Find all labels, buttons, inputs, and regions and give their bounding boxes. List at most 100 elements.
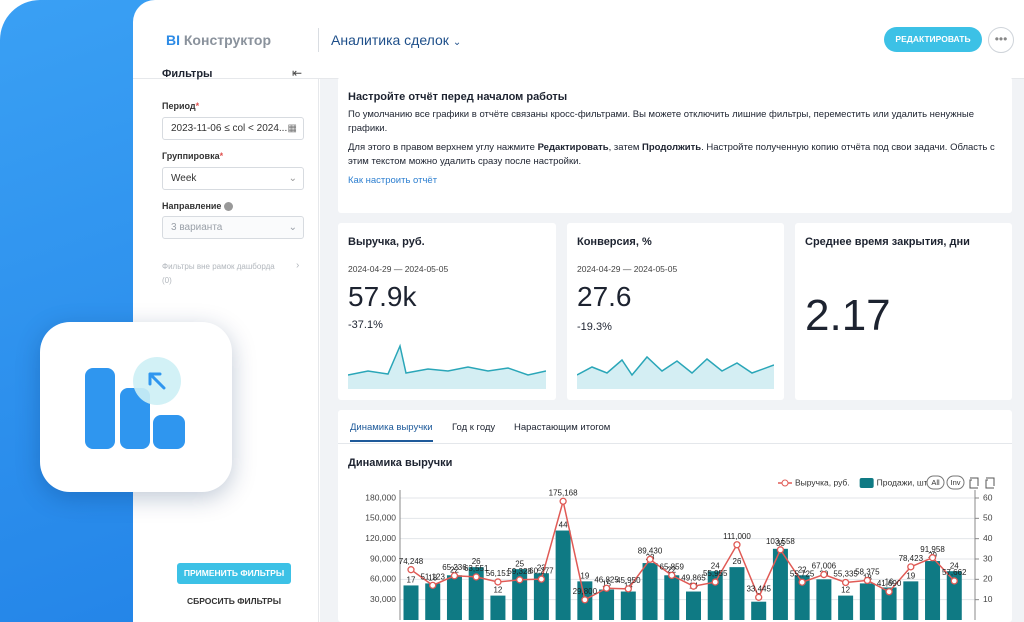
field-label-text: Период — [162, 101, 196, 111]
bar — [425, 583, 441, 620]
sidebar-title: Фильтры — [162, 68, 213, 80]
bar — [446, 575, 462, 620]
bar — [490, 595, 506, 620]
grouping-select[interactable]: Week ⌄ — [162, 167, 304, 190]
collapse-icon[interactable]: ⇤ — [292, 66, 303, 80]
kpi-card: Среднее время закрытия, дни 2.17 — [795, 223, 1012, 400]
bar — [533, 573, 549, 620]
y-tick-label: 60,000 — [370, 574, 396, 584]
y-tick-label: 180,000 — [365, 492, 396, 502]
bar — [881, 587, 897, 620]
apply-button[interactable]: ПРИМЕНИТЬ ФИЛЬТРЫ — [177, 563, 291, 584]
logo: BI Конструктор — [166, 32, 271, 48]
bar-label: 17 — [407, 576, 416, 585]
required-mark: * — [219, 151, 224, 161]
data-label: 58,375 — [855, 568, 880, 577]
kpi-change: -19.3% — [577, 321, 612, 333]
bar — [403, 585, 419, 620]
app-icon — [40, 322, 232, 492]
notice-card: Настройте отчёт перед началом работы По … — [338, 77, 1012, 213]
chevron: › — [296, 260, 300, 271]
tab[interactable]: Нарастающим итогом — [514, 422, 611, 433]
data-label: 65,859 — [660, 562, 685, 571]
kpi-title: Среднее время закрытия, дни — [805, 236, 970, 248]
line-point — [537, 575, 546, 583]
required-mark: * — [195, 101, 200, 111]
divider — [318, 78, 319, 622]
bar-label: 25 — [515, 559, 524, 568]
sparkline — [348, 343, 546, 389]
line-point — [928, 554, 937, 562]
line-point — [624, 585, 632, 593]
edit-button[interactable]: РЕДАКТИРОВАТЬ — [884, 27, 982, 52]
y2-tick-label: 60 — [983, 492, 993, 502]
bar — [620, 591, 636, 620]
input-value: Week — [171, 173, 197, 184]
data-label: 74,248 — [399, 557, 424, 566]
tab[interactable]: Динамика выручки — [350, 422, 433, 442]
notice-text: Для этого в правом верхнем углу нажмите … — [348, 141, 998, 169]
bar-label: 18 — [428, 574, 437, 583]
line-point — [841, 578, 850, 587]
bar-label: 19 — [906, 571, 915, 580]
bar-label: 22 — [667, 565, 676, 574]
bar — [642, 563, 658, 620]
kpi-value: 2.17 — [805, 291, 891, 340]
data-label: 56,151 — [486, 569, 511, 578]
notice-link[interactable]: Как настроить отчёт — [348, 175, 438, 186]
line-point — [581, 596, 589, 604]
bar-label: 26 — [733, 557, 742, 566]
bar — [686, 591, 701, 620]
data-label: 103,558 — [766, 537, 795, 546]
line-point — [559, 497, 567, 505]
data-label: 63,551 — [464, 564, 489, 573]
data-label: 78,423 — [899, 554, 924, 563]
toolbar-icon — [969, 477, 979, 489]
y2-tick-label: 30 — [983, 553, 993, 563]
legend-label: Выручка, руб. — [795, 477, 850, 487]
report-title[interactable]: Аналитика сделок ⌄ — [331, 32, 462, 48]
bar-label: 12 — [841, 586, 850, 595]
data-label: 89,430 — [638, 546, 663, 555]
kpi-title: Конверсия, % — [577, 236, 652, 248]
outside-count: (0) — [162, 276, 172, 285]
bar-label: 26 — [472, 557, 481, 566]
more-button[interactable]: ••• — [988, 27, 1014, 53]
input-value: 3 варианта — [171, 222, 223, 233]
data-label: 55,955 — [703, 569, 728, 578]
data-label: 111,000 — [723, 532, 751, 541]
reset-button[interactable]: СБРОСИТЬ ФИЛЬТРЫ — [186, 596, 282, 606]
bold-text: Продолжить — [642, 142, 702, 153]
tab[interactable]: Год к году — [452, 422, 496, 433]
y2-tick-label: 10 — [983, 594, 993, 604]
bar — [859, 583, 875, 620]
input-value: 2023-11-06 ≤ col < 2024... — [171, 123, 288, 134]
kpi-value: 57.9k — [348, 281, 417, 312]
bar — [794, 575, 810, 620]
bar — [925, 561, 941, 620]
bar — [816, 579, 832, 620]
outside-filters[interactable]: Фильтры вне рамок дашборда — [162, 262, 275, 271]
line-point — [711, 578, 719, 586]
bar — [751, 601, 767, 620]
direction-select[interactable]: 3 варианта ⌄ — [162, 216, 304, 239]
period-input[interactable]: 2023-11-06 ≤ col < 2024... ▦ — [162, 117, 304, 140]
bar — [838, 595, 854, 620]
bar-label: 12 — [493, 586, 502, 595]
text: . Настройте полученную копию отчёта под … — [348, 142, 995, 167]
notice-title: Настройте отчёт перед началом работы — [348, 91, 568, 103]
kpi-value: 27.6 — [577, 281, 632, 312]
bar-label: 23 — [537, 563, 546, 572]
line-point — [689, 582, 698, 590]
bar-label: 15 — [602, 580, 611, 589]
data-label: 67,006 — [812, 562, 837, 571]
line-point — [668, 571, 676, 580]
calendar-icon: ▦ — [287, 123, 297, 134]
data-label: 46,825 — [594, 575, 619, 584]
bar — [468, 567, 484, 620]
sparkline — [577, 355, 774, 389]
field-label-text: Группировка — [162, 151, 220, 161]
chevron: ⌄ — [288, 173, 297, 184]
notice-text: По умолчанию все графики в отчёте связан… — [348, 109, 975, 134]
